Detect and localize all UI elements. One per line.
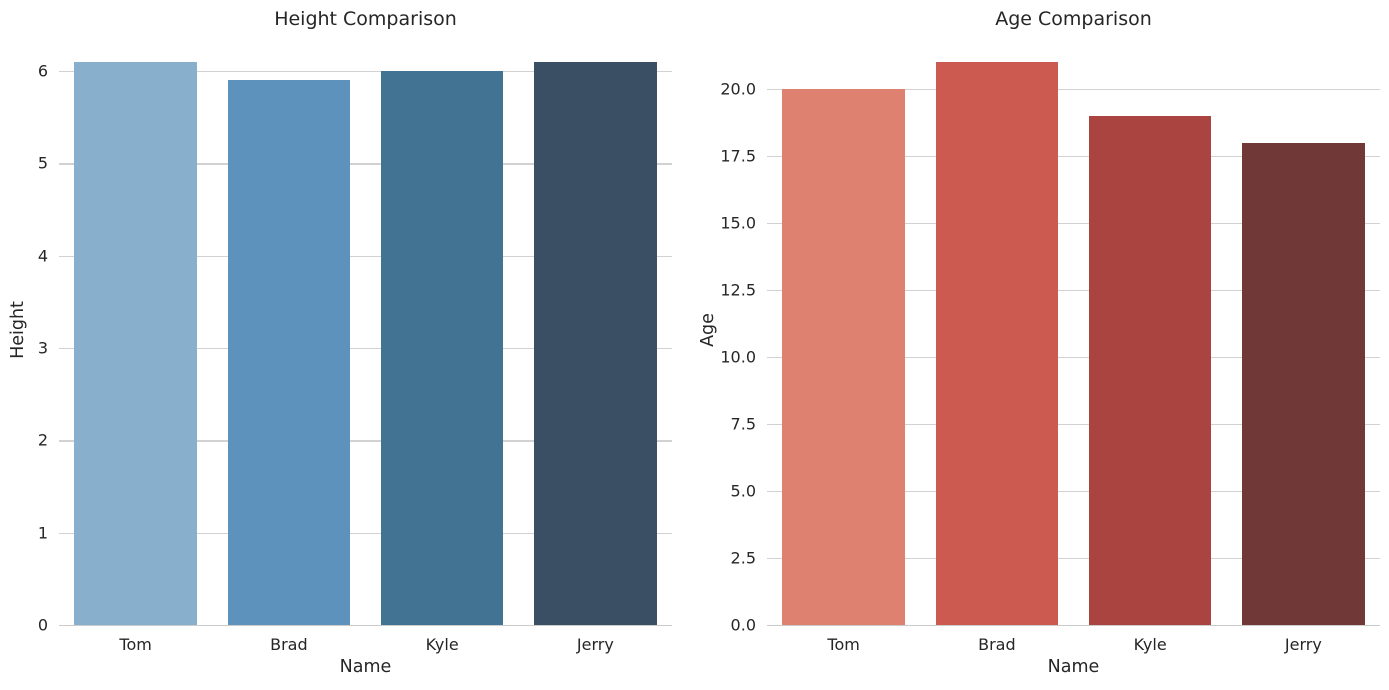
y-tick-label: 0 [37, 615, 48, 635]
x-tick-label: Jerry [1284, 635, 1322, 654]
gridline [767, 88, 1380, 91]
plot-area [767, 34, 1380, 626]
gridline [767, 155, 1380, 158]
gridline [59, 440, 672, 442]
gridline [59, 347, 672, 350]
y-tick-label: 5.0 [730, 481, 756, 501]
gridline [767, 222, 1380, 225]
gridline [59, 70, 672, 73]
y-tick-label: 1 [37, 523, 48, 543]
x-tick-label: Brad [270, 635, 308, 654]
y-tick-label: 20.0 [720, 79, 756, 99]
chart-title: Height Comparison [274, 8, 457, 30]
x-tick-label: Brad [978, 635, 1016, 654]
y-tick-label: 2 [37, 430, 48, 450]
bar-kyle [380, 70, 504, 625]
x-tick-label: Kyle [1133, 635, 1167, 654]
gridline [767, 557, 1380, 560]
x-tick-label: Tom [827, 635, 860, 654]
y-tick-label: 5 [37, 153, 48, 173]
y-tick-label: 2.5 [730, 548, 756, 568]
x-tick-label: Jerry [576, 635, 614, 654]
x-tick-label: Kyle [425, 635, 459, 654]
gridline [59, 532, 672, 535]
gridline [59, 255, 672, 258]
bar-tom [74, 61, 197, 625]
bar-tom [782, 88, 905, 625]
bar-jerry [1242, 142, 1365, 625]
y-tick-label: 15.0 [720, 213, 756, 233]
gridline [767, 423, 1380, 426]
gridline [767, 490, 1380, 493]
y-tick-label: 6 [37, 61, 48, 81]
y-tick-label: 17.5 [720, 146, 756, 166]
x-axis-label: Name [339, 657, 392, 677]
y-tick-label: 4 [37, 246, 48, 266]
y-tick-label: 10.0 [720, 347, 756, 367]
gridline [59, 163, 672, 165]
gridline [767, 289, 1380, 292]
bar-jerry [534, 61, 657, 625]
y-tick-label: 12.5 [720, 280, 756, 300]
y-tick-label: 3 [37, 338, 48, 358]
x-axis-label: Name [1047, 657, 1100, 677]
y-axis-label: Age [698, 312, 718, 347]
y-tick-label: 0.0 [730, 615, 756, 635]
gridline [767, 356, 1380, 359]
x-axis-spine [767, 624, 1380, 626]
x-axis-spine [59, 624, 672, 626]
plot-area [59, 34, 672, 626]
x-tick-label: Tom [119, 635, 152, 654]
bar-kyle [1088, 115, 1212, 625]
y-tick-label: 7.5 [730, 414, 756, 434]
bar-brad [935, 62, 1059, 625]
chart-title: Age Comparison [995, 8, 1152, 30]
bar-brad [227, 80, 351, 625]
